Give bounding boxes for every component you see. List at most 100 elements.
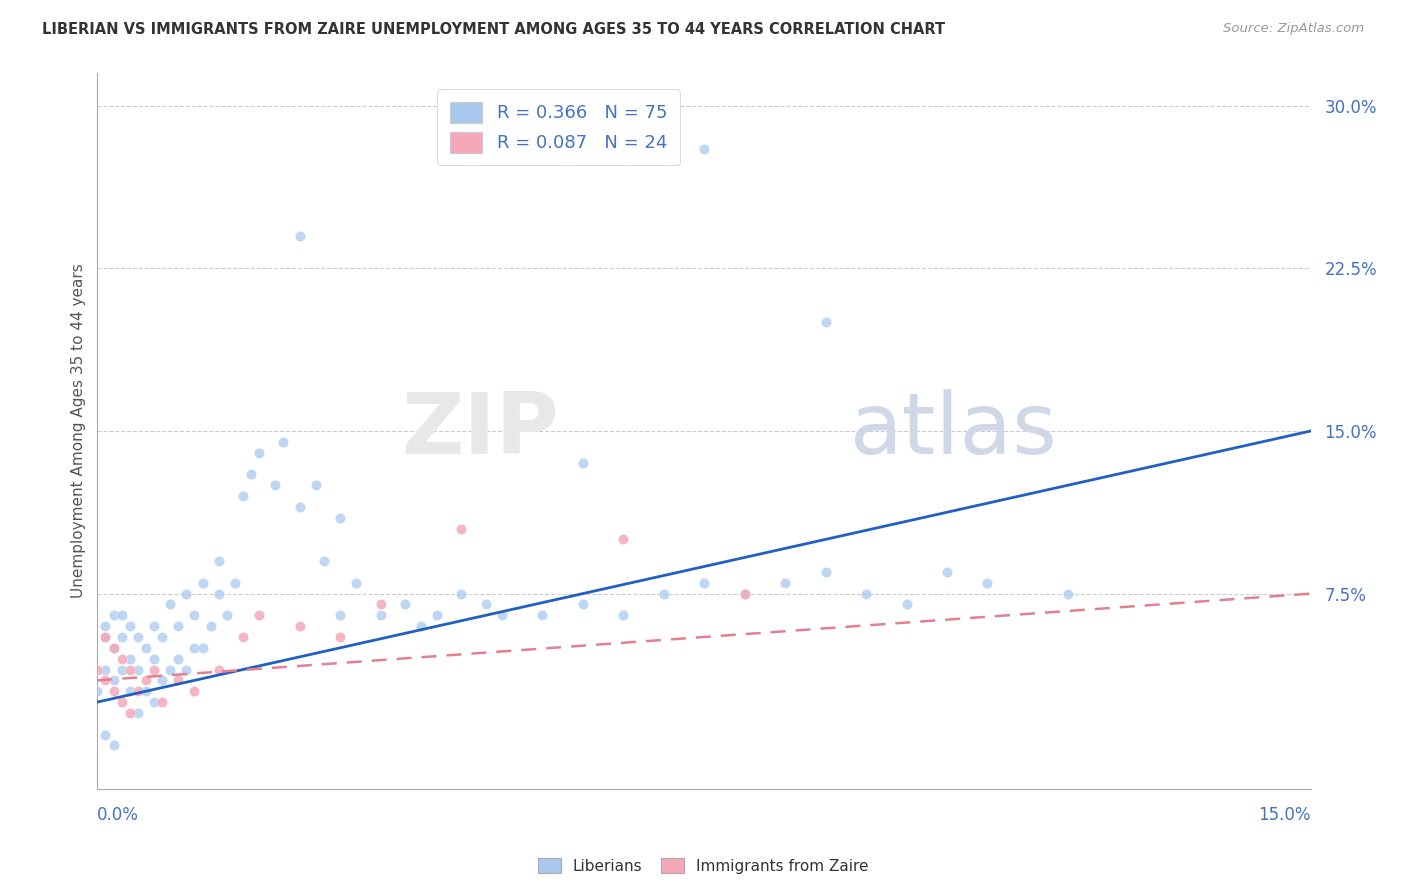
- Point: [612, 533, 634, 547]
- Point: [118, 651, 141, 665]
- Point: [936, 565, 959, 579]
- Point: [183, 640, 205, 655]
- Point: [273, 434, 295, 449]
- Point: [734, 586, 756, 600]
- Point: [103, 739, 125, 753]
- Point: [773, 575, 796, 590]
- Point: [111, 608, 134, 623]
- Point: [208, 554, 231, 568]
- Point: [264, 478, 287, 492]
- Point: [183, 608, 205, 623]
- Point: [531, 608, 554, 623]
- Point: [394, 598, 416, 612]
- Point: [111, 695, 134, 709]
- Legend: Liberians, Immigrants from Zaire: Liberians, Immigrants from Zaire: [531, 852, 875, 880]
- Point: [491, 608, 513, 623]
- Point: [135, 673, 157, 688]
- Point: [94, 728, 117, 742]
- Point: [94, 673, 117, 688]
- Point: [474, 598, 496, 612]
- Point: [814, 565, 837, 579]
- Point: [450, 586, 472, 600]
- Point: [232, 630, 254, 644]
- Point: [208, 663, 231, 677]
- Point: [111, 630, 134, 644]
- Point: [167, 673, 190, 688]
- Point: [103, 684, 125, 698]
- Point: [312, 554, 335, 568]
- Point: [103, 640, 125, 655]
- Point: [896, 598, 918, 612]
- Point: [94, 630, 117, 644]
- Point: [127, 630, 149, 644]
- Point: [94, 630, 117, 644]
- Point: [94, 619, 117, 633]
- Point: [103, 673, 125, 688]
- Point: [247, 608, 270, 623]
- Point: [976, 575, 998, 590]
- Point: [288, 619, 311, 633]
- Text: ZIP: ZIP: [401, 390, 558, 473]
- Point: [240, 467, 263, 482]
- Point: [143, 663, 166, 677]
- Point: [305, 478, 328, 492]
- Point: [167, 619, 190, 633]
- Point: [150, 673, 173, 688]
- Point: [103, 608, 125, 623]
- Point: [734, 586, 756, 600]
- Point: [693, 142, 716, 156]
- Point: [450, 522, 472, 536]
- Point: [224, 575, 246, 590]
- Point: [118, 706, 141, 720]
- Point: [215, 608, 238, 623]
- Point: [86, 663, 108, 677]
- Point: [127, 663, 149, 677]
- Point: [159, 663, 181, 677]
- Point: [370, 608, 392, 623]
- Point: [329, 510, 352, 524]
- Point: [426, 608, 449, 623]
- Point: [111, 651, 134, 665]
- Text: LIBERIAN VS IMMIGRANTS FROM ZAIRE UNEMPLOYMENT AMONG AGES 35 TO 44 YEARS CORRELA: LIBERIAN VS IMMIGRANTS FROM ZAIRE UNEMPL…: [42, 22, 945, 37]
- Point: [118, 663, 141, 677]
- Point: [159, 598, 181, 612]
- Point: [247, 445, 270, 459]
- Point: [135, 640, 157, 655]
- Y-axis label: Unemployment Among Ages 35 to 44 years: Unemployment Among Ages 35 to 44 years: [72, 263, 86, 599]
- Point: [409, 619, 432, 633]
- Point: [814, 315, 837, 329]
- Text: 15.0%: 15.0%: [1258, 806, 1312, 824]
- Point: [232, 489, 254, 503]
- Point: [693, 575, 716, 590]
- Point: [118, 684, 141, 698]
- Text: Source: ZipAtlas.com: Source: ZipAtlas.com: [1223, 22, 1364, 36]
- Point: [208, 586, 231, 600]
- Point: [652, 586, 675, 600]
- Point: [94, 663, 117, 677]
- Point: [176, 586, 198, 600]
- Text: 0.0%: 0.0%: [97, 806, 139, 824]
- Point: [329, 608, 352, 623]
- Point: [191, 575, 214, 590]
- Point: [118, 619, 141, 633]
- Point: [176, 663, 198, 677]
- Point: [111, 663, 134, 677]
- Point: [855, 586, 877, 600]
- Point: [150, 695, 173, 709]
- Point: [143, 651, 166, 665]
- Point: [167, 651, 190, 665]
- Point: [572, 598, 595, 612]
- Point: [1057, 586, 1080, 600]
- Point: [329, 630, 352, 644]
- Point: [344, 575, 367, 590]
- Point: [86, 684, 108, 698]
- Point: [200, 619, 222, 633]
- Point: [183, 684, 205, 698]
- Point: [288, 228, 311, 243]
- Point: [370, 598, 392, 612]
- Point: [191, 640, 214, 655]
- Point: [135, 684, 157, 698]
- Point: [143, 619, 166, 633]
- Point: [288, 500, 311, 514]
- Text: atlas: atlas: [849, 390, 1057, 473]
